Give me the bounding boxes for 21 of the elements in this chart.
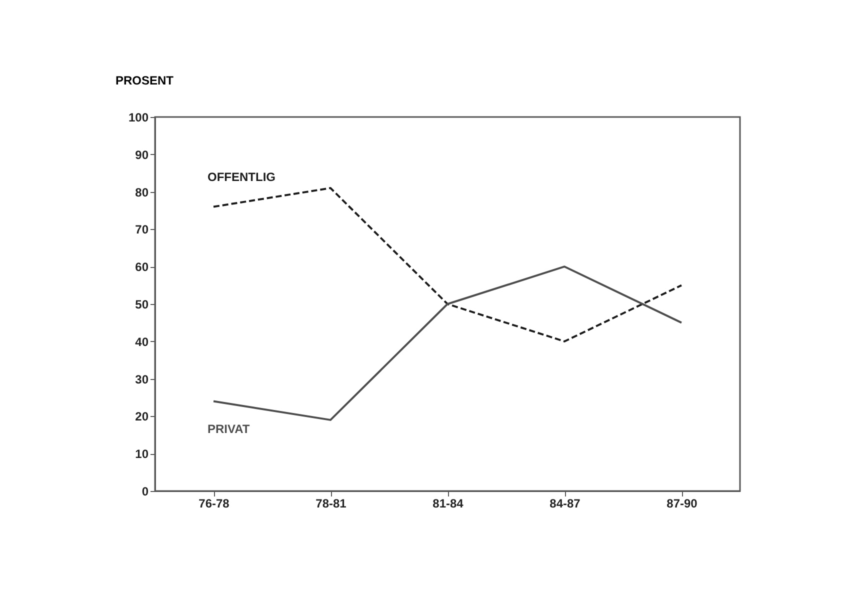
x-tick-label: 87-90 xyxy=(666,496,698,510)
y-tick-label: 90 xyxy=(135,148,149,162)
x-tick-label: 76-78 xyxy=(198,496,230,510)
x-tick-label: 78-81 xyxy=(316,496,347,510)
y-tick-label: 20 xyxy=(135,410,149,424)
y-tick-label: 30 xyxy=(135,372,149,386)
x-tick-label: 84-87 xyxy=(550,496,581,510)
x-tick-label: 81-84 xyxy=(432,496,464,510)
y-tick-label: 10 xyxy=(135,447,149,462)
line-series xyxy=(212,187,682,342)
y-axis-title: PROSENT xyxy=(116,74,174,88)
series-label: PRIVAT xyxy=(208,422,250,436)
y-tick-label: 40 xyxy=(135,334,149,349)
series-label: OFFENTLIG xyxy=(208,170,276,184)
y-tick-label: 80 xyxy=(135,185,149,200)
y-tick-label: 50 xyxy=(135,298,149,312)
y-tick-label: 60 xyxy=(135,260,149,274)
y-tick-label: 0 xyxy=(142,484,149,498)
y-tick-label: 100 xyxy=(128,110,149,124)
y-tick-label: 70 xyxy=(135,222,149,237)
line-series xyxy=(212,266,682,421)
